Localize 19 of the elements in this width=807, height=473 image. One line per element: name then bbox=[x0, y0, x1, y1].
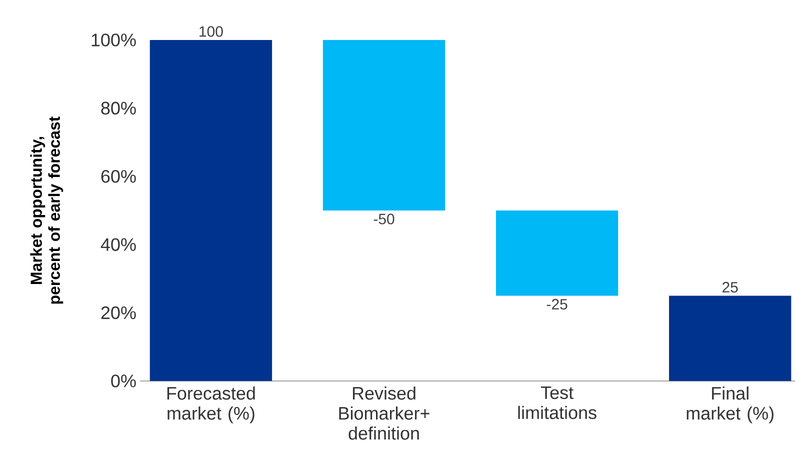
y-tick-label: 60% bbox=[101, 170, 136, 183]
bar bbox=[669, 296, 792, 381]
data-label: -25 bbox=[546, 298, 568, 310]
bar bbox=[150, 40, 272, 381]
x-tick-label: Final market (%) bbox=[686, 386, 774, 424]
y-tick-label: 0% bbox=[111, 374, 136, 388]
x-tick-label: Test limitations bbox=[518, 386, 596, 420]
x-tick-label: Revised Biomarker+ definition bbox=[339, 386, 430, 440]
y-tick-label: 80% bbox=[101, 102, 136, 115]
y-tick-label: 100% bbox=[92, 34, 136, 46]
bar bbox=[322, 40, 446, 210]
data-label: 100 bbox=[200, 26, 223, 37]
bar bbox=[496, 210, 618, 296]
x-tick-label: Forecasted market (%) bbox=[167, 386, 255, 424]
data-label: 25 bbox=[722, 282, 738, 293]
y-tick-label: 40% bbox=[100, 238, 136, 251]
y-tick-label: 20% bbox=[101, 306, 136, 320]
data-label: -50 bbox=[374, 214, 394, 224]
y-axis-title: Market opportunity, percent of early forecast bbox=[30, 116, 64, 304]
